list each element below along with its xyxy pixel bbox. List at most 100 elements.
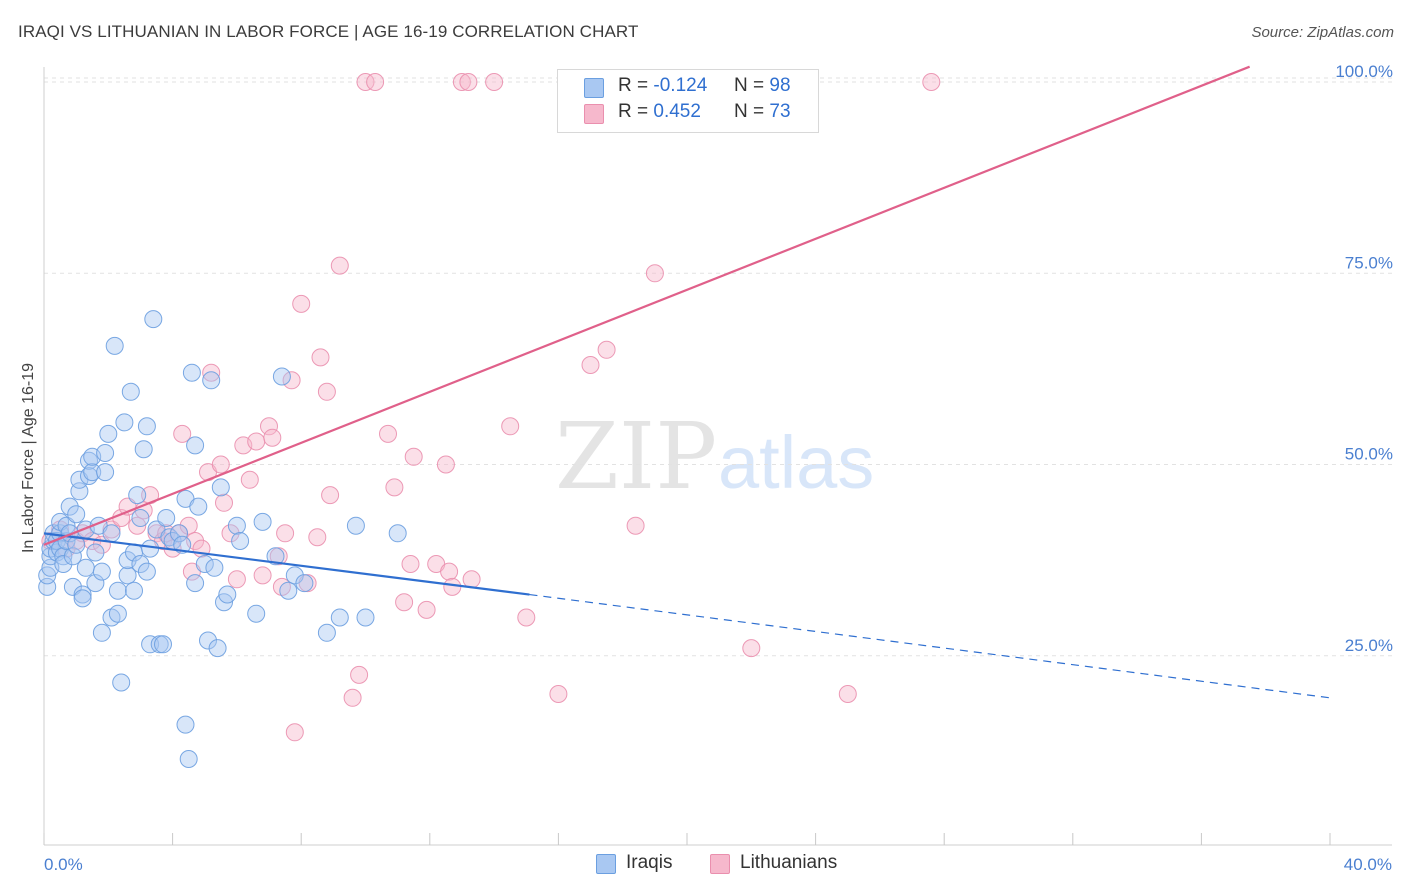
iraqi-point <box>186 436 205 455</box>
lithuanians-swatch <box>584 104 604 124</box>
lithuanian-point <box>462 570 481 589</box>
iraqi-point <box>96 444 115 462</box>
lithuanian-point <box>385 478 404 497</box>
lithuanian-point <box>443 577 462 596</box>
iraqi-point <box>272 367 291 386</box>
iraqi-point <box>67 535 86 554</box>
iraqis-r-label: R = <box>618 75 649 96</box>
lithuanian-point <box>240 470 259 489</box>
iraqi-point <box>73 589 92 608</box>
gridlines <box>44 77 1392 657</box>
iraqi-point <box>356 608 375 627</box>
lithuanians-legend-label: Lithuanians <box>740 852 838 873</box>
iraqi-point <box>211 478 230 497</box>
axes <box>43 67 1392 846</box>
iraqi-point <box>73 585 92 604</box>
iraqi-point <box>102 524 121 543</box>
source-credit: Source: ZipAtlas.com <box>1251 24 1394 41</box>
iraqi-point <box>186 574 205 593</box>
iraqi-point <box>170 524 188 543</box>
iraqi-point <box>231 532 250 550</box>
iraqi-point <box>125 581 143 600</box>
lithuanian-point <box>356 73 375 91</box>
iraqi-point <box>96 463 115 482</box>
iraqi-point <box>131 509 150 527</box>
iraqi-point <box>208 639 227 658</box>
iraqi-point <box>86 543 105 562</box>
lithuanian-point <box>292 294 311 313</box>
lithuanian-point <box>517 608 536 627</box>
lithuanian-point <box>317 382 336 401</box>
iraqi-point <box>266 547 285 566</box>
correlation-legend: R = -0.124 N = 98 R = 0.452 N = 73 <box>557 69 819 133</box>
y-tick-label: 25.0% <box>1345 636 1393 655</box>
iraqi-point <box>199 631 217 650</box>
iraqis-r: R = -0.124 <box>618 75 707 97</box>
iraqi-point <box>176 715 195 734</box>
iraqi-point <box>141 635 160 654</box>
y-tick-label: 100.0% <box>1335 62 1393 81</box>
lithuanians-n-label: N = <box>734 101 765 122</box>
lithuanian-point <box>922 73 941 91</box>
iraqi-point <box>105 336 124 355</box>
iraqi-point <box>128 486 147 505</box>
iraqi-point <box>144 310 163 329</box>
iraqi-point <box>60 497 79 516</box>
lithuanian-point <box>501 417 520 436</box>
watermark-atlas: atlas <box>718 421 874 504</box>
iraqi-point <box>279 581 298 600</box>
iraqi-point <box>137 417 156 436</box>
iraqi-point <box>195 555 214 573</box>
iraqi-point <box>115 413 134 432</box>
lithuanian-point <box>379 424 397 443</box>
iraqi-point <box>330 608 349 627</box>
lithuanian-point <box>321 486 340 505</box>
iraqi-point <box>83 463 102 482</box>
iraqi-point <box>63 547 82 566</box>
iraqi-point <box>154 635 172 654</box>
iraqi-point <box>173 535 192 554</box>
iraqi-point <box>92 623 111 642</box>
iraqi-point <box>227 516 246 535</box>
x-tick-label-end: 40.0% <box>1344 855 1392 874</box>
lithuanian-point <box>404 447 423 466</box>
iraqi-point <box>346 516 365 535</box>
iraqi-point <box>157 509 176 527</box>
iraqis-legend-swatch <box>596 854 616 874</box>
lithuanians-n-value: 73 <box>769 101 791 122</box>
lithuanian-point <box>626 516 645 535</box>
lithuanian-point <box>581 356 600 374</box>
iraqi-point <box>388 524 407 543</box>
lithuanian-point <box>440 562 459 581</box>
iraqi-point <box>141 539 160 558</box>
lithuanians-r-value: 0.452 <box>653 101 701 122</box>
lithuanian-point <box>215 493 233 512</box>
lithuanian-point <box>221 524 240 543</box>
lithuanian-point <box>173 424 192 443</box>
lithuanian-point <box>211 455 230 474</box>
iraqi-point <box>108 581 127 600</box>
lithuanian-point <box>308 528 327 547</box>
watermark-zip: ZIP <box>555 403 717 510</box>
lithuanian-point <box>227 570 246 589</box>
iraqis-legend-label: Iraqis <box>626 852 673 873</box>
iraqi-point <box>92 562 111 581</box>
lithuanian-point <box>597 340 616 359</box>
iraqis-swatch <box>584 78 604 98</box>
iraqi-point <box>218 585 237 604</box>
lithuanian-point <box>459 73 478 91</box>
iraqi-point <box>134 440 153 459</box>
iraqi-point <box>137 562 156 581</box>
chart-title: IRAQI VS LITHUANIAN IN LABOR FORCE | AGE… <box>18 22 639 41</box>
iraqi-point <box>205 558 224 577</box>
lithuanian-point <box>417 600 436 619</box>
y-tick-label: 50.0% <box>1345 445 1393 464</box>
lithuanian-point <box>282 371 301 390</box>
iraqi-point <box>317 623 336 642</box>
lithuanian-point <box>436 455 455 474</box>
x-tick-label-start: 0.0% <box>44 855 83 874</box>
iraqi-point <box>54 547 73 566</box>
iraqis-n-value: 98 <box>769 75 791 96</box>
lithuanian-point <box>276 524 295 543</box>
iraqi-point <box>295 574 314 593</box>
